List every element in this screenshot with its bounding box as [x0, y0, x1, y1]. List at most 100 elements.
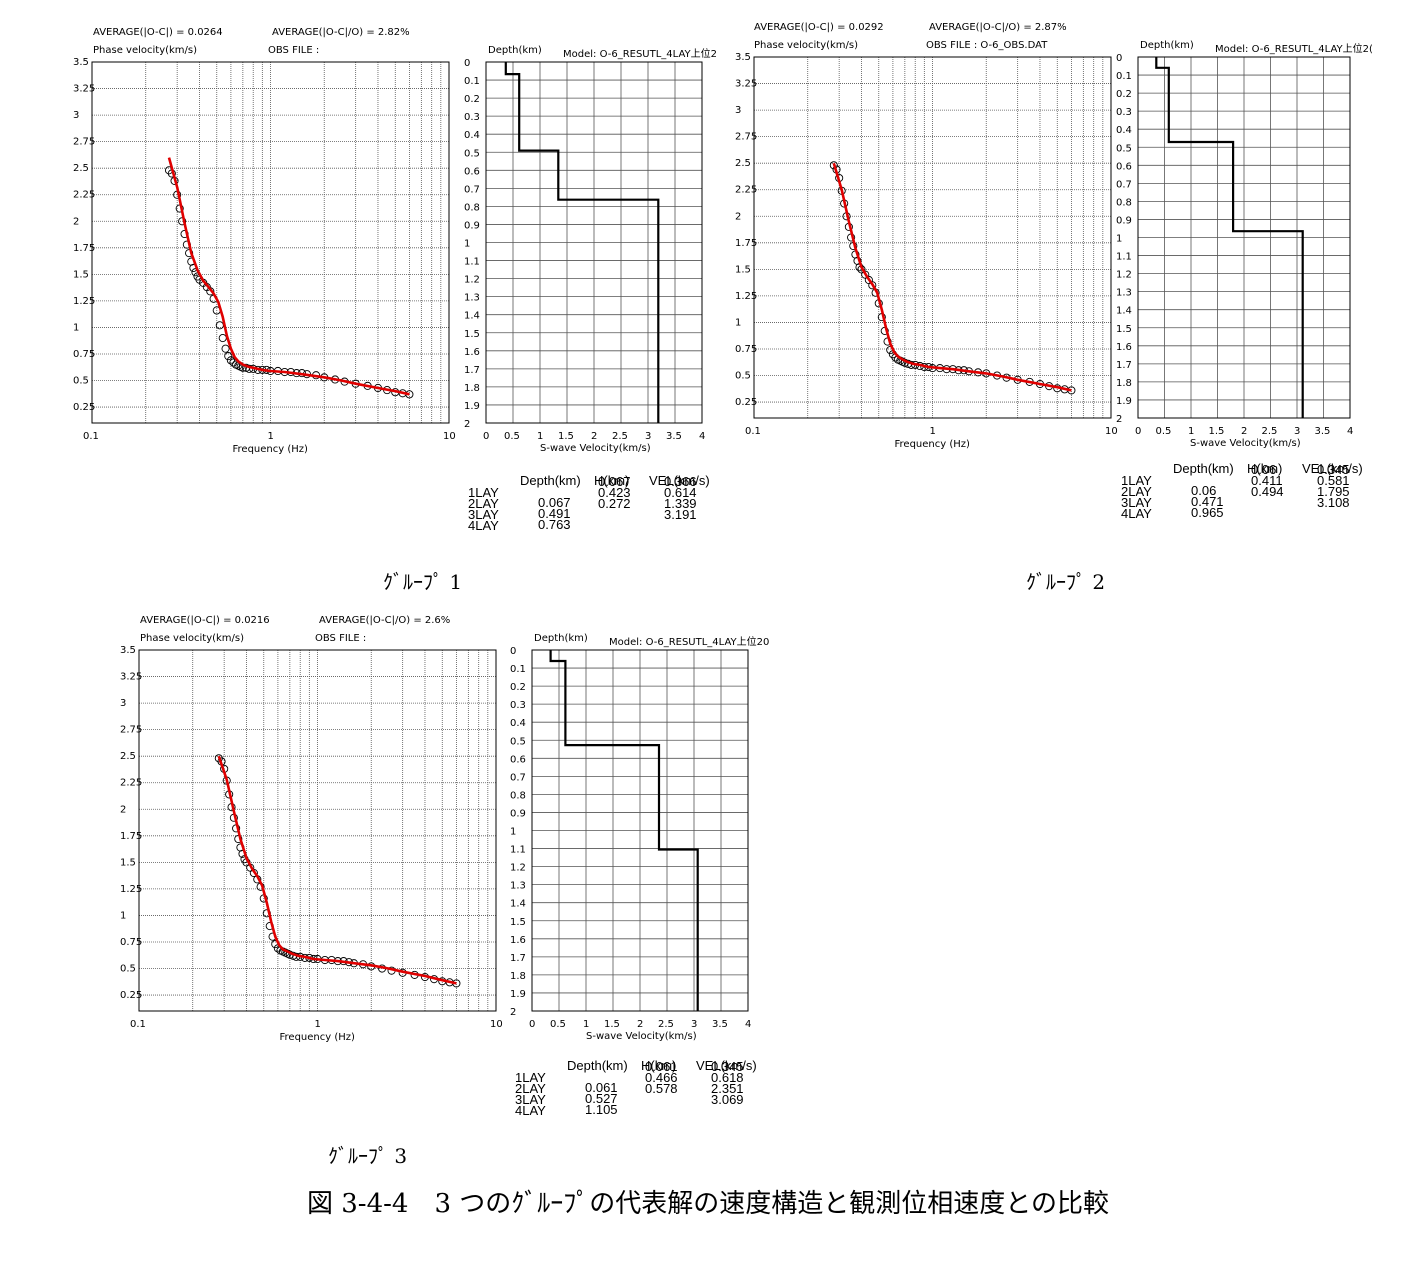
depth-tick-label: 0.1: [510, 664, 526, 675]
depth-tick-label: 0.4: [464, 130, 480, 141]
depth-tick-label: 0.5: [510, 736, 526, 747]
group-3-charts: 0.25 0.5 0.75 1 1.25 1.5 1.75 2 2.25 2.5 2.75 3 3.25…: [120, 645, 751, 1043]
vs-tick-label: 3.5: [666, 431, 682, 442]
depth-tick-label: 1.5: [464, 329, 480, 340]
pv-tick-label: 0.75: [120, 937, 142, 948]
table-header-depth: Depth(km): [1173, 461, 1234, 476]
avg-abs-text: AVERAGE(|O-C|) = 0.0292: [754, 22, 884, 33]
depth-tick-label: 1.7: [464, 365, 480, 376]
pv-tick-label: 2: [73, 216, 79, 227]
depth-tick-label: 1.8: [1116, 378, 1132, 389]
freq-tick-label: 1: [268, 431, 274, 442]
depth-tick-label: 0: [1116, 53, 1122, 64]
pv-tick-label: 2: [120, 804, 126, 815]
depth-tick-label: 0.8: [464, 202, 480, 213]
model-text: Model: O-6_RESUTL_4LAY上位2(: [1215, 44, 1372, 55]
freq-tick-label: 0.1: [745, 426, 761, 437]
pv-tick-label: 2.75: [73, 137, 95, 148]
layer-name: 4LAY: [468, 518, 499, 533]
vs-tick-label: 4: [1347, 426, 1353, 437]
vs-axis-label: S-wave Velocity(km/s): [1190, 438, 1301, 449]
pv-tick-label: 0.25: [120, 990, 142, 1001]
depth-tick-label: 0.4: [1116, 125, 1132, 136]
depth-tick-label: 2: [1116, 414, 1122, 425]
phase-velocity-label: Phase velocity(km/s): [140, 633, 245, 644]
vs-tick-label: 2.5: [612, 431, 628, 442]
layer-velocity: 1.795: [1317, 484, 1350, 499]
pv-tick-label: 1.25: [120, 884, 142, 895]
pv-tick-label: 0.5: [120, 964, 136, 975]
vs-tick-label: 3: [691, 1019, 697, 1030]
pv-tick-label: 1.75: [735, 238, 757, 249]
pv-tick-label: 2.75: [735, 132, 757, 143]
layer-thickness: 0.06: [1251, 462, 1277, 477]
depth-tick-label: 0.7: [464, 184, 480, 195]
pv-tick-label: 2.25: [120, 778, 142, 789]
depth-tick-label: 1.5: [1116, 324, 1132, 335]
pv-tick-label: 2.5: [120, 751, 136, 762]
table-header-h: H(km): [594, 473, 630, 488]
vs-tick-label: 3.5: [712, 1019, 728, 1030]
pv-tick-label: 1.75: [120, 831, 142, 842]
depth-tick-label: 1.5: [510, 917, 526, 928]
velocity-profile-line: [549, 650, 699, 1011]
depth-label: Depth(km): [488, 45, 542, 56]
profile-plot-frame: [1137, 56, 1351, 419]
depth-tick-label: 1.6: [464, 347, 480, 358]
observed-point: [185, 249, 194, 258]
phase-plot-frame: [753, 56, 1112, 419]
avg-rel-text: AVERAGE(|O-C|/O) = 2.82%: [272, 27, 410, 38]
layer-velocity: 3.069: [711, 1092, 744, 1107]
depth-tick-label: 1: [464, 239, 470, 250]
depth-label: Depth(km): [534, 633, 588, 644]
freq-tick-label: 1: [315, 1019, 321, 1030]
depth-tick-label: 1.8: [464, 383, 480, 394]
table-header-vel: VEL(km/s): [1302, 461, 1363, 476]
layer-velocity: 1.339: [664, 496, 697, 511]
table-header-vel: VEL(km/s): [696, 1058, 757, 1073]
layer-thickness: 0.067: [598, 474, 631, 489]
layer-depth: 0.067: [538, 495, 571, 510]
group-1-panel: AVERAGE(|O-C|) = 0.0264 AVERAGE(|O-C|/O)…: [0, 0, 720, 545]
observed-point: [224, 352, 233, 361]
avg-abs-text: AVERAGE(|O-C|) = 0.0216: [140, 615, 270, 626]
pv-tick-label: 0.25: [735, 397, 757, 408]
group-1-label: ｸﾞﾙｰﾌﾟ 1: [383, 570, 463, 594]
freq-tick-label: 0.1: [83, 431, 99, 442]
depth-tick-label: 0.6: [464, 166, 480, 177]
vs-tick-label: 4: [745, 1019, 751, 1030]
layer-depth: 0.763: [538, 517, 571, 532]
vs-tick-label: 2.5: [1262, 426, 1278, 437]
table-header-depth: Depth(km): [520, 473, 581, 488]
group-3-label: ｸﾞﾙｰﾌﾟ 3: [328, 1144, 408, 1168]
freq-tick-label: 0.1: [130, 1019, 146, 1030]
pv-tick-label: 2.25: [73, 190, 95, 201]
depth-tick-label: 0.6: [1116, 161, 1132, 172]
depth-tick-label: 1.2: [510, 863, 526, 874]
table-header-depth: Depth(km): [567, 1058, 628, 1073]
layer-name: 3LAY: [1121, 495, 1152, 510]
layer-name: 4LAY: [515, 1103, 546, 1118]
depth-tick-label: 0.1: [464, 76, 480, 87]
layer-thickness: 0.466: [645, 1070, 678, 1085]
freq-tick-label: 10: [1105, 426, 1118, 437]
vs-tick-label: 1: [537, 431, 543, 442]
group-2-charts: 0.25 0.5 0.75 1 1.25 1.5 1.75 2 2.25 2.5 2.75 3 3.25…: [735, 52, 1353, 450]
table-header-vel: VEL(km/s): [649, 473, 710, 488]
pv-tick-label: 1: [73, 322, 79, 333]
depth-tick-label: 0.1: [1116, 71, 1132, 82]
vs-tick-label: 0.5: [1156, 426, 1172, 437]
depth-tick-label: 1: [1116, 234, 1122, 245]
theoretical-curve: [832, 162, 1072, 392]
depth-tick-label: 1.3: [510, 881, 526, 892]
depth-tick-label: 1.9: [510, 989, 526, 1000]
pv-tick-label: 0.5: [735, 371, 751, 382]
depth-tick-label: 1.7: [510, 953, 526, 964]
depth-tick-label: 2: [510, 1007, 516, 1018]
vs-tick-label: 0: [483, 431, 489, 442]
depth-tick-label: 1.1: [464, 257, 480, 268]
depth-tick-label: 1.6: [510, 935, 526, 946]
pv-tick-label: 0.5: [73, 376, 89, 387]
vs-tick-label: 3: [1294, 426, 1300, 437]
pv-tick-label: 1.25: [73, 296, 95, 307]
